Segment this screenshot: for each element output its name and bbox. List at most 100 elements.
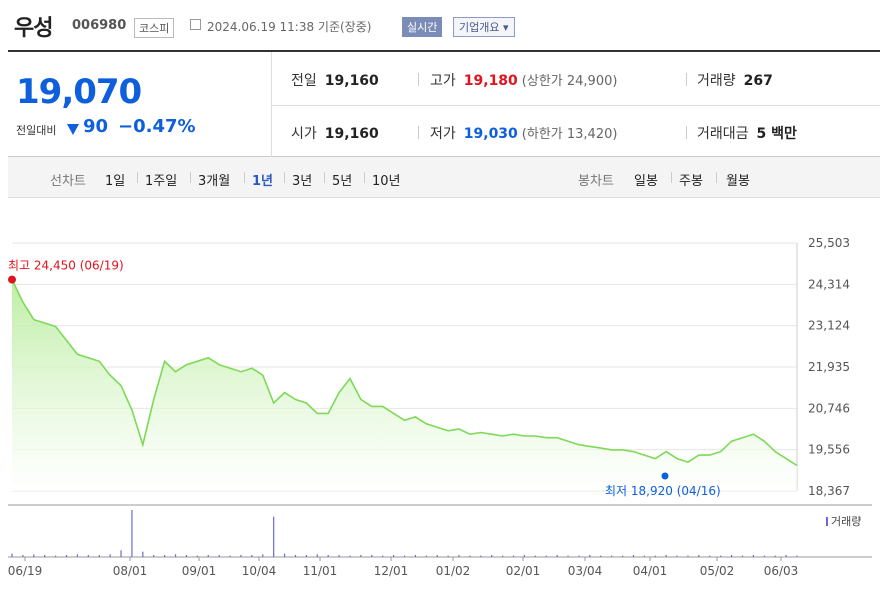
y-tick-label: 24,314 [808,277,850,291]
volume-bar [785,554,787,557]
high-value: 19,180 [463,73,518,89]
volume-bar [698,554,700,557]
x-tick-label: 09/01 [182,564,217,578]
volume-bar [632,554,635,557]
change-value: 90 [83,116,109,137]
volume-bar [196,555,198,557]
volume-value: 267 [743,73,773,89]
volume-bar [534,555,536,557]
price-line [11,279,798,467]
tab-monthly[interactable]: 월봉 [726,174,750,189]
max-label: 최고 24,450 (06/19) [8,259,124,273]
volume-bar [338,554,340,557]
tab-5y[interactable]: 5년 [332,174,353,189]
tab-1y[interactable]: 1년 [252,174,274,189]
volume-bar [55,555,57,557]
volume-bar [371,554,373,557]
divider [284,172,285,183]
volume-bar [621,555,624,557]
x-tick-label: 01/02 [436,564,471,578]
volume-bar [600,555,602,557]
min-label: 최저 18,920 (04/16) [605,484,721,498]
tab-3m[interactable]: 3개월 [198,174,231,189]
x-tick-label: 06/19 [8,564,43,578]
divider [137,172,138,183]
volume-bar [730,554,733,557]
tab-daily[interactable]: 일봉 [634,174,658,189]
divider [271,105,880,106]
divider [271,52,272,157]
x-tick-label: 05/02 [700,564,735,578]
volume-bar [360,554,362,557]
tab-weekly[interactable]: 주봉 [679,174,703,189]
tab-1w[interactable]: 1주일 [145,174,178,189]
volume-bar [611,555,613,557]
volume-bar [589,554,591,557]
volume-bar [273,516,275,557]
y-tick-label: 18,367 [808,484,850,498]
volume-bar [556,554,558,557]
low-value: 19,030 [463,126,518,142]
divider [324,172,325,183]
volume-bar [654,555,656,557]
volume-bar [491,554,493,557]
quote-datetime: 2024.06.19 11:38 기준(장중) [207,20,372,34]
min-marker [661,472,669,480]
price-summary: 19,070 전일대비 90 −0.47% 전일 19,160 고가 19,180(… [8,50,880,157]
y-tick-label: 21,935 [808,360,850,374]
change-label: 전일대비 [16,124,57,137]
volume-bar [76,554,79,557]
tab-3y[interactable]: 3년 [292,174,313,189]
volume-bar [741,555,744,557]
volume-bar [578,555,580,557]
open-price: 시가 19,160 [291,123,379,143]
x-tick-label: 02/01 [506,564,541,578]
open-label: 시가 [291,126,317,142]
chart-period-tabs: 선차트 1일 1주일 3개월 1년 3년 5년 10년 봉차트 일봉 주봉 월봉 [8,157,880,198]
stock-header: 우성 006980 코스피 2024.06.19 11:38 기준(장중) 실시… [0,0,881,48]
volume-bar [458,554,460,557]
divider [716,172,717,183]
volume-bar [796,555,798,557]
current-price: 19,070 [16,72,142,112]
divider [190,172,191,183]
volume-bar [349,555,351,557]
open-value: 19,160 [324,126,379,142]
volume-legend-swatch [826,517,828,526]
market-badge: 코스피 [134,18,175,38]
volume-bar [327,554,329,557]
volume-bar [251,554,253,557]
volume-bar [512,555,515,557]
tab-10y[interactable]: 10년 [372,174,401,189]
volume-bar [87,554,89,557]
max-marker [8,275,16,284]
volume-bar [131,510,133,557]
down-triangle-icon [67,124,79,135]
x-tick-label: 03/04 [568,564,603,578]
volume-bar [240,554,242,557]
company-overview-dropdown[interactable]: 기업개요 ▾ [453,17,515,37]
y-tick-label: 20,746 [808,401,850,415]
volume-bar [142,551,144,557]
change-percent: −0.47% [118,116,196,137]
volume-bar [294,554,297,557]
volume-bar [425,555,427,557]
day-low: 저가 19,030 (하한가 13,420) [430,123,617,143]
realtime-button[interactable]: 실시간 [402,17,443,37]
volume-bar [120,550,122,557]
volume-bar [523,554,526,557]
volume-bar [283,553,286,557]
divider [686,126,687,139]
volume-bar [174,554,177,557]
upper-limit: (상한가 24,900) [521,74,618,89]
y-tick-label: 23,124 [808,319,850,333]
amount-value: 5 백만 [756,126,797,142]
tab-1d[interactable]: 1일 [105,174,126,189]
volume: 거래량 267 [697,70,773,90]
divider [418,73,419,86]
x-tick-label: 08/01 [113,564,148,578]
volume-bar [676,555,678,557]
volume-bar [643,555,645,557]
x-tick-label: 12/01 [374,564,409,578]
price-area [12,279,797,491]
